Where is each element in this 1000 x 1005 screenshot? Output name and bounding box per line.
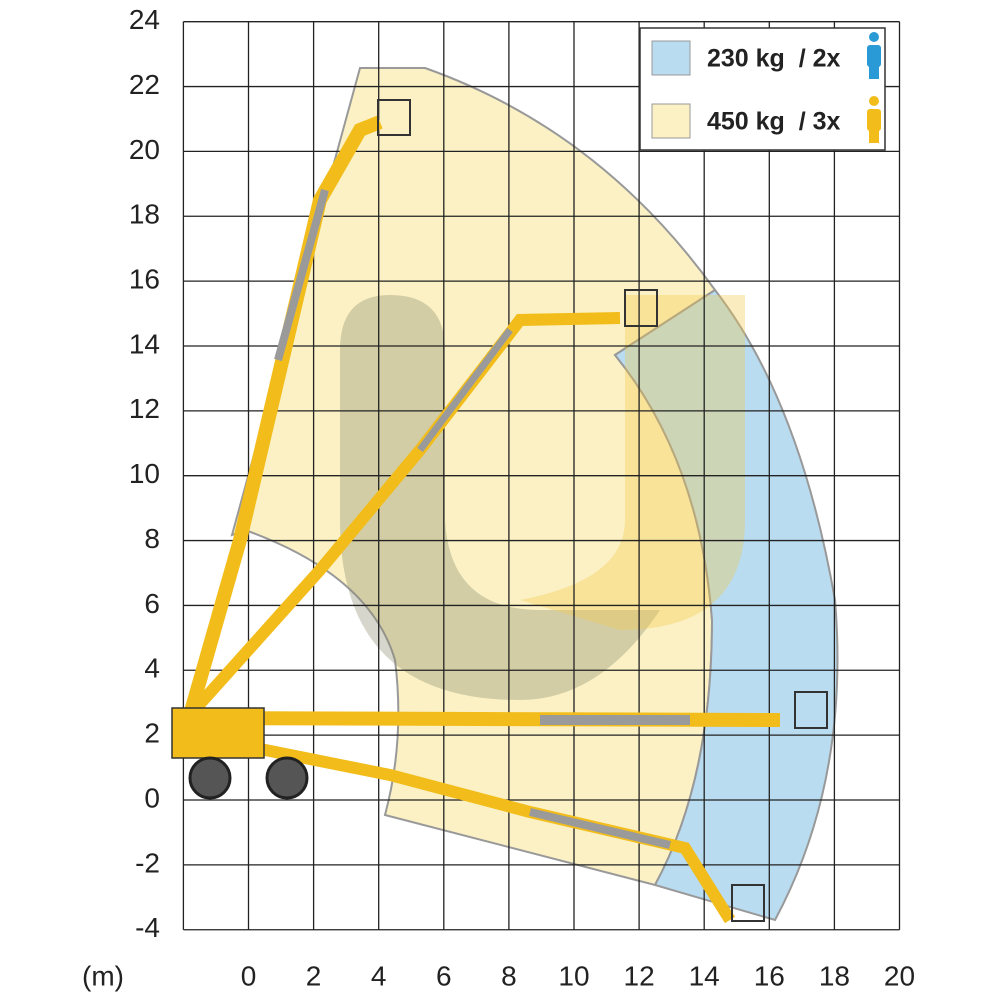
wheel [265, 756, 309, 800]
y-tick-label: 16 [129, 264, 160, 295]
y-tick-label: 6 [144, 588, 160, 619]
x-tick-label: 0 [241, 960, 257, 991]
y-tick-label: 18 [129, 199, 160, 230]
x-tick-label: 4 [371, 960, 387, 991]
watermark [340, 295, 660, 700]
chassis [171, 707, 265, 759]
x-tick-label: 20 [884, 960, 915, 991]
y-tick-label: 24 [129, 4, 160, 35]
legend-label: 230 kg / 2x [707, 45, 841, 73]
boom-section [417, 327, 513, 453]
x-tick-label: 2 [306, 960, 322, 991]
x-tick-label: 16 [754, 960, 785, 991]
legend-swatch [651, 40, 691, 76]
x-tick-label: 10 [558, 960, 589, 991]
boom-section [529, 808, 671, 849]
y-tick-label: 10 [129, 458, 160, 489]
y-tick-label: 14 [129, 328, 160, 359]
legend: 230 kg / 2x 450 kg / 3x [639, 27, 886, 151]
watermark [520, 295, 745, 630]
platform [624, 289, 658, 327]
y-tick-label: 0 [144, 782, 160, 813]
wheel [188, 756, 232, 800]
y-tick-label: 12 [129, 393, 160, 424]
person-icon [867, 32, 881, 79]
x-tick-label: 6 [436, 960, 452, 991]
platform [377, 99, 411, 136]
boom-section [274, 188, 329, 362]
boom-lift [171, 99, 828, 924]
y-tick-label: 8 [144, 523, 160, 554]
platform [794, 691, 828, 729]
y-tick-label: 20 [129, 134, 160, 165]
x-tick-label: 18 [819, 960, 850, 991]
x-tick-label: 8 [501, 960, 517, 991]
x-tick-label: 12 [624, 960, 655, 991]
y-tick-label: 2 [144, 718, 160, 749]
y-tick-label: -4 [135, 912, 160, 943]
y-tick-label: 22 [129, 69, 160, 100]
legend-label: 450 kg / 3x [707, 108, 841, 136]
x-tick-label: 14 [689, 960, 720, 991]
y-tick-label: 4 [144, 653, 160, 684]
y-tick-label: -2 [135, 847, 160, 878]
platform [731, 884, 765, 922]
legend-swatch [651, 103, 691, 139]
person-icon [867, 96, 881, 143]
unit-label: (m) [82, 960, 124, 991]
